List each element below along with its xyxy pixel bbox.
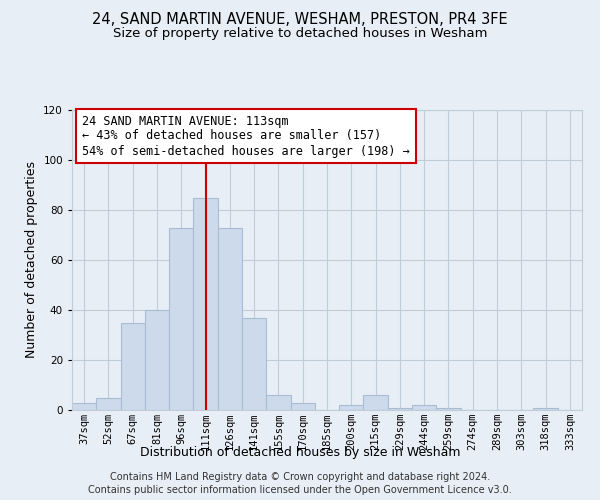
- Bar: [218, 228, 242, 410]
- Bar: [193, 198, 218, 410]
- Text: 24, SAND MARTIN AVENUE, WESHAM, PRESTON, PR4 3FE: 24, SAND MARTIN AVENUE, WESHAM, PRESTON,…: [92, 12, 508, 28]
- Bar: [121, 322, 145, 410]
- Bar: [412, 405, 436, 410]
- Text: 24 SAND MARTIN AVENUE: 113sqm
← 43% of detached houses are smaller (157)
54% of : 24 SAND MARTIN AVENUE: 113sqm ← 43% of d…: [82, 114, 410, 158]
- Bar: [96, 398, 121, 410]
- Bar: [388, 408, 412, 410]
- Bar: [290, 402, 315, 410]
- Bar: [72, 402, 96, 410]
- Y-axis label: Number of detached properties: Number of detached properties: [25, 162, 38, 358]
- Bar: [364, 395, 388, 410]
- Bar: [436, 408, 461, 410]
- Text: Size of property relative to detached houses in Wesham: Size of property relative to detached ho…: [113, 28, 487, 40]
- Bar: [145, 310, 169, 410]
- Bar: [266, 395, 290, 410]
- Text: Contains public sector information licensed under the Open Government Licence v3: Contains public sector information licen…: [88, 485, 512, 495]
- Text: Contains HM Land Registry data © Crown copyright and database right 2024.: Contains HM Land Registry data © Crown c…: [110, 472, 490, 482]
- Bar: [169, 228, 193, 410]
- Text: Distribution of detached houses by size in Wesham: Distribution of detached houses by size …: [140, 446, 460, 459]
- Bar: [533, 408, 558, 410]
- Bar: [339, 405, 364, 410]
- Bar: [242, 318, 266, 410]
